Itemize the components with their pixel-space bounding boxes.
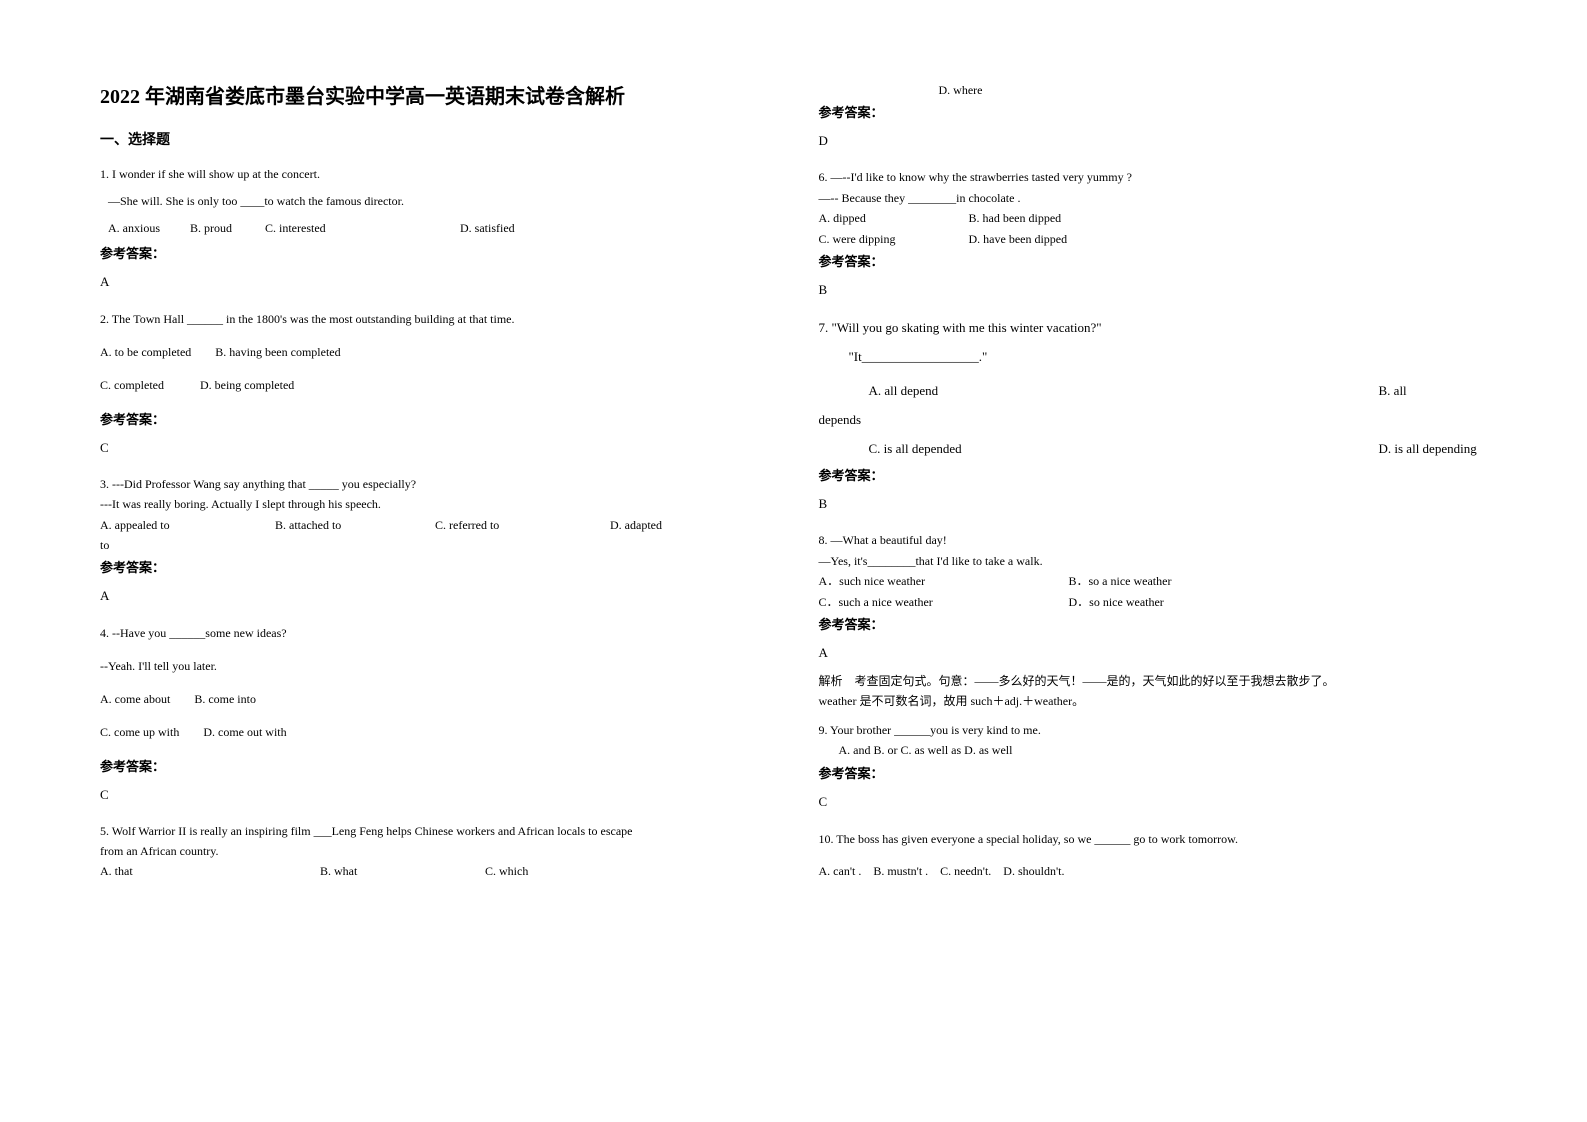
q8-line2: —Yes, it's________that I'd like to take … (819, 551, 1488, 571)
q5-line2: from an African country. (100, 841, 769, 861)
q5-stem: 5. Wolf Warrior II is really an inspirin… (100, 821, 769, 841)
q5-opt-d: D. where (819, 80, 1488, 100)
q2-opts-cd: C. completed D. being completed (100, 374, 769, 397)
question-9: 9. Your brother ______you is very kind t… (819, 720, 1488, 820)
q5-answer-label: 参考答案： (819, 102, 1488, 121)
q8-opt-b: B．so a nice weather (1069, 571, 1172, 591)
q1-opt-a: A. anxious (100, 217, 190, 240)
q3-opt-a: A. appealed to (100, 515, 275, 535)
q1-opt-b: B. proud (190, 217, 265, 240)
q8-answer: A (819, 645, 1488, 661)
question-5: 5. Wolf Warrior II is really an inspirin… (100, 821, 769, 882)
q6-opt-c: C. were dipping (819, 229, 969, 249)
q7-opt-b: B. all (1379, 379, 1407, 404)
q8-opts-ab: A．such nice weather B．so a nice weather (819, 571, 1488, 591)
q6-opts-cd: C. were dipping D. have been dipped (819, 229, 1488, 249)
q4-stem: 4. --Have you ______some new ideas? (100, 622, 769, 645)
q8-answer-label: 参考答案： (819, 614, 1488, 633)
q2-answer: C (100, 440, 769, 456)
q6-answer-label: 参考答案： (819, 251, 1488, 270)
q1-opt-c: C. interested (265, 217, 460, 240)
q1-line2: —She will. She is only too ____to watch … (100, 190, 769, 213)
q8-opt-c: C．such a nice weather (819, 592, 1069, 612)
q8-stem: 8. —What a beautiful day! (819, 530, 1488, 550)
q2-stem: 2. The Town Hall ______ in the 1800's wa… (100, 308, 769, 331)
q5-answer: D (819, 133, 1488, 149)
q4-opts-cd: C. come up with D. come out with (100, 721, 769, 744)
question-10: 10. The boss has given everyone a specia… (819, 828, 1488, 888)
q8-opt-d: D．so nice weather (1069, 592, 1164, 612)
q7-opt-c: C. is all depended (819, 437, 1379, 462)
q3-stem: 3. ---Did Professor Wang say anything th… (100, 474, 769, 494)
q6-answer: B (819, 282, 1488, 298)
q3-answer: A (100, 588, 769, 604)
q6-line2: —-- Because they ________in chocolate . (819, 188, 1488, 208)
q10-opts: A. can't . B. mustn't . C. needn't. D. s… (819, 860, 1488, 883)
question-8: 8. —What a beautiful day! —Yes, it's____… (819, 530, 1488, 711)
q1-opt-d: D. satisfied (460, 217, 515, 240)
q9-opts: A. and B. or C. as well as D. as well (819, 740, 1488, 760)
q6-stem: 6. —--I'd like to know why the strawberr… (819, 167, 1488, 187)
q3-answer-label: 参考答案： (100, 557, 769, 576)
q6-opts-ab: A. dipped B. had been dipped (819, 208, 1488, 228)
q8-opts-cd: C．such a nice weather D．so nice weather (819, 592, 1488, 612)
q7-line2: "It__________________." (819, 345, 1488, 370)
q1-answer: A (100, 274, 769, 290)
q2-opts-ab: A. to be completed B. having been comple… (100, 341, 769, 364)
q5-opt-a: A. that (100, 861, 320, 881)
q1-options: A. anxious B. proud C. interested D. sat… (100, 217, 769, 240)
q3-opt-d: D. adapted (610, 515, 662, 535)
q7-opt-d: D. is all depending (1379, 437, 1477, 462)
q8-explain2: weather 是不可数名词，故用 such＋adj.＋weather。 (819, 691, 1488, 711)
page-title: 2022 年湖南省娄底市墨台实验中学高一英语期末试卷含解析 (100, 80, 769, 109)
q7-stem: 7. "Will you go skating with me this win… (819, 316, 1488, 341)
q5-options: A. that B. what C. which (100, 861, 769, 881)
q4-line2: --Yeah. I'll tell you later. (100, 655, 769, 678)
q4-answer-label: 参考答案： (100, 756, 769, 775)
q6-opt-d: D. have been dipped (969, 229, 1068, 249)
q4-opts-ab: A. come about B. come into (100, 688, 769, 711)
q9-answer-label: 参考答案： (819, 763, 1488, 782)
question-1: 1. I wonder if she will show up at the c… (100, 163, 769, 300)
q7-answer-label: 参考答案： (819, 465, 1488, 484)
question-4: 4. --Have you ______some new ideas? --Ye… (100, 622, 769, 812)
q3-opt-b: B. attached to (275, 515, 435, 535)
q7-answer: B (819, 496, 1488, 512)
q2-answer-label: 参考答案： (100, 409, 769, 428)
question-5-cont: D. where 参考答案： D (819, 80, 1488, 159)
q9-answer: C (819, 794, 1488, 810)
q8-explain1: 解析 考查固定句式。句意：——多么好的天气！——是的，天气如此的好以至于我想去散… (819, 671, 1488, 691)
q8-opt-a: A．such nice weather (819, 571, 1069, 591)
question-6: 6. —--I'd like to know why the strawberr… (819, 167, 1488, 308)
q6-opt-a: A. dipped (819, 208, 969, 228)
left-column: 2022 年湖南省娄底市墨台实验中学高一英语期末试卷含解析 一、选择题 1. I… (100, 80, 769, 1082)
q5-opt-b: B. what (320, 861, 485, 881)
section-header: 一、选择题 (100, 129, 769, 149)
q7-opts-cd: C. is all depended D. is all depending (819, 437, 1488, 462)
q7-opts-ab: A. all depend B. all (819, 379, 1488, 404)
q3-options: A. appealed to B. attached to C. referre… (100, 515, 769, 535)
q4-answer: C (100, 787, 769, 803)
question-3: 3. ---Did Professor Wang say anything th… (100, 474, 769, 615)
q1-answer-label: 参考答案： (100, 243, 769, 262)
q3-opt-c: C. referred to (435, 515, 610, 535)
q1-stem: 1. I wonder if she will show up at the c… (100, 163, 769, 186)
q9-stem: 9. Your brother ______you is very kind t… (819, 720, 1488, 740)
q3-tail: to (100, 535, 769, 555)
right-column: D. where 参考答案： D 6. —--I'd like to know … (819, 80, 1488, 1082)
q7-opt-a: A. all depend (819, 379, 1379, 404)
q5-opt-c: C. which (485, 861, 528, 881)
q6-opt-b: B. had been dipped (969, 208, 1062, 228)
q7-opt-b2: depends (819, 408, 1488, 433)
q3-line2: ---It was really boring. Actually I slep… (100, 494, 769, 514)
question-7: 7. "Will you go skating with me this win… (819, 316, 1488, 522)
question-2: 2. The Town Hall ______ in the 1800's wa… (100, 308, 769, 465)
q10-stem: 10. The boss has given everyone a specia… (819, 828, 1488, 851)
